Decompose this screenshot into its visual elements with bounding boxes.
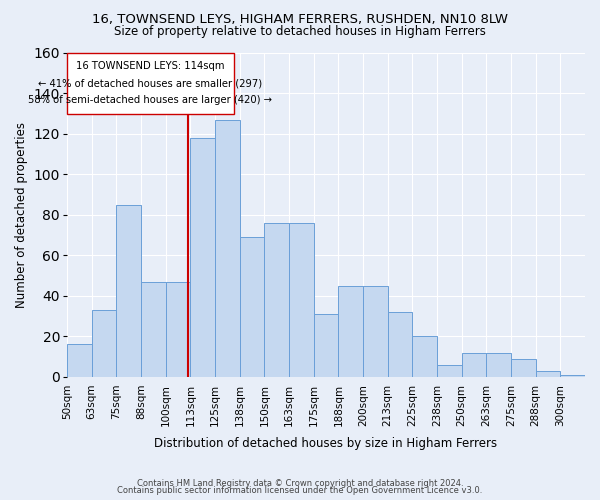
FancyBboxPatch shape <box>67 53 234 114</box>
Y-axis label: Number of detached properties: Number of detached properties <box>15 122 28 308</box>
Text: 16 TOWNSEND LEYS: 114sqm: 16 TOWNSEND LEYS: 114sqm <box>76 62 225 72</box>
Bar <box>190 138 215 377</box>
Text: Contains public sector information licensed under the Open Government Licence v3: Contains public sector information licen… <box>118 486 482 495</box>
Bar <box>487 352 511 377</box>
Bar <box>265 223 289 377</box>
Bar <box>363 286 388 377</box>
Bar <box>215 120 239 377</box>
Text: 58% of semi-detached houses are larger (420) →: 58% of semi-detached houses are larger (… <box>28 96 272 106</box>
Bar <box>166 282 190 377</box>
Bar <box>289 223 314 377</box>
Text: ← 41% of detached houses are smaller (297): ← 41% of detached houses are smaller (29… <box>38 78 263 88</box>
Bar <box>461 352 487 377</box>
Bar <box>338 286 363 377</box>
Text: Size of property relative to detached houses in Higham Ferrers: Size of property relative to detached ho… <box>114 25 486 38</box>
Bar <box>511 358 536 377</box>
Bar <box>412 336 437 377</box>
Text: Contains HM Land Registry data © Crown copyright and database right 2024.: Contains HM Land Registry data © Crown c… <box>137 478 463 488</box>
Bar <box>67 344 92 377</box>
X-axis label: Distribution of detached houses by size in Higham Ferrers: Distribution of detached houses by size … <box>154 437 497 450</box>
Text: 16, TOWNSEND LEYS, HIGHAM FERRERS, RUSHDEN, NN10 8LW: 16, TOWNSEND LEYS, HIGHAM FERRERS, RUSHD… <box>92 12 508 26</box>
Bar <box>141 282 166 377</box>
Bar <box>437 364 461 377</box>
Bar <box>92 310 116 377</box>
Bar <box>239 237 265 377</box>
Bar <box>116 205 141 377</box>
Bar <box>314 314 338 377</box>
Bar <box>536 370 560 377</box>
Bar <box>388 312 412 377</box>
Bar <box>560 375 585 377</box>
